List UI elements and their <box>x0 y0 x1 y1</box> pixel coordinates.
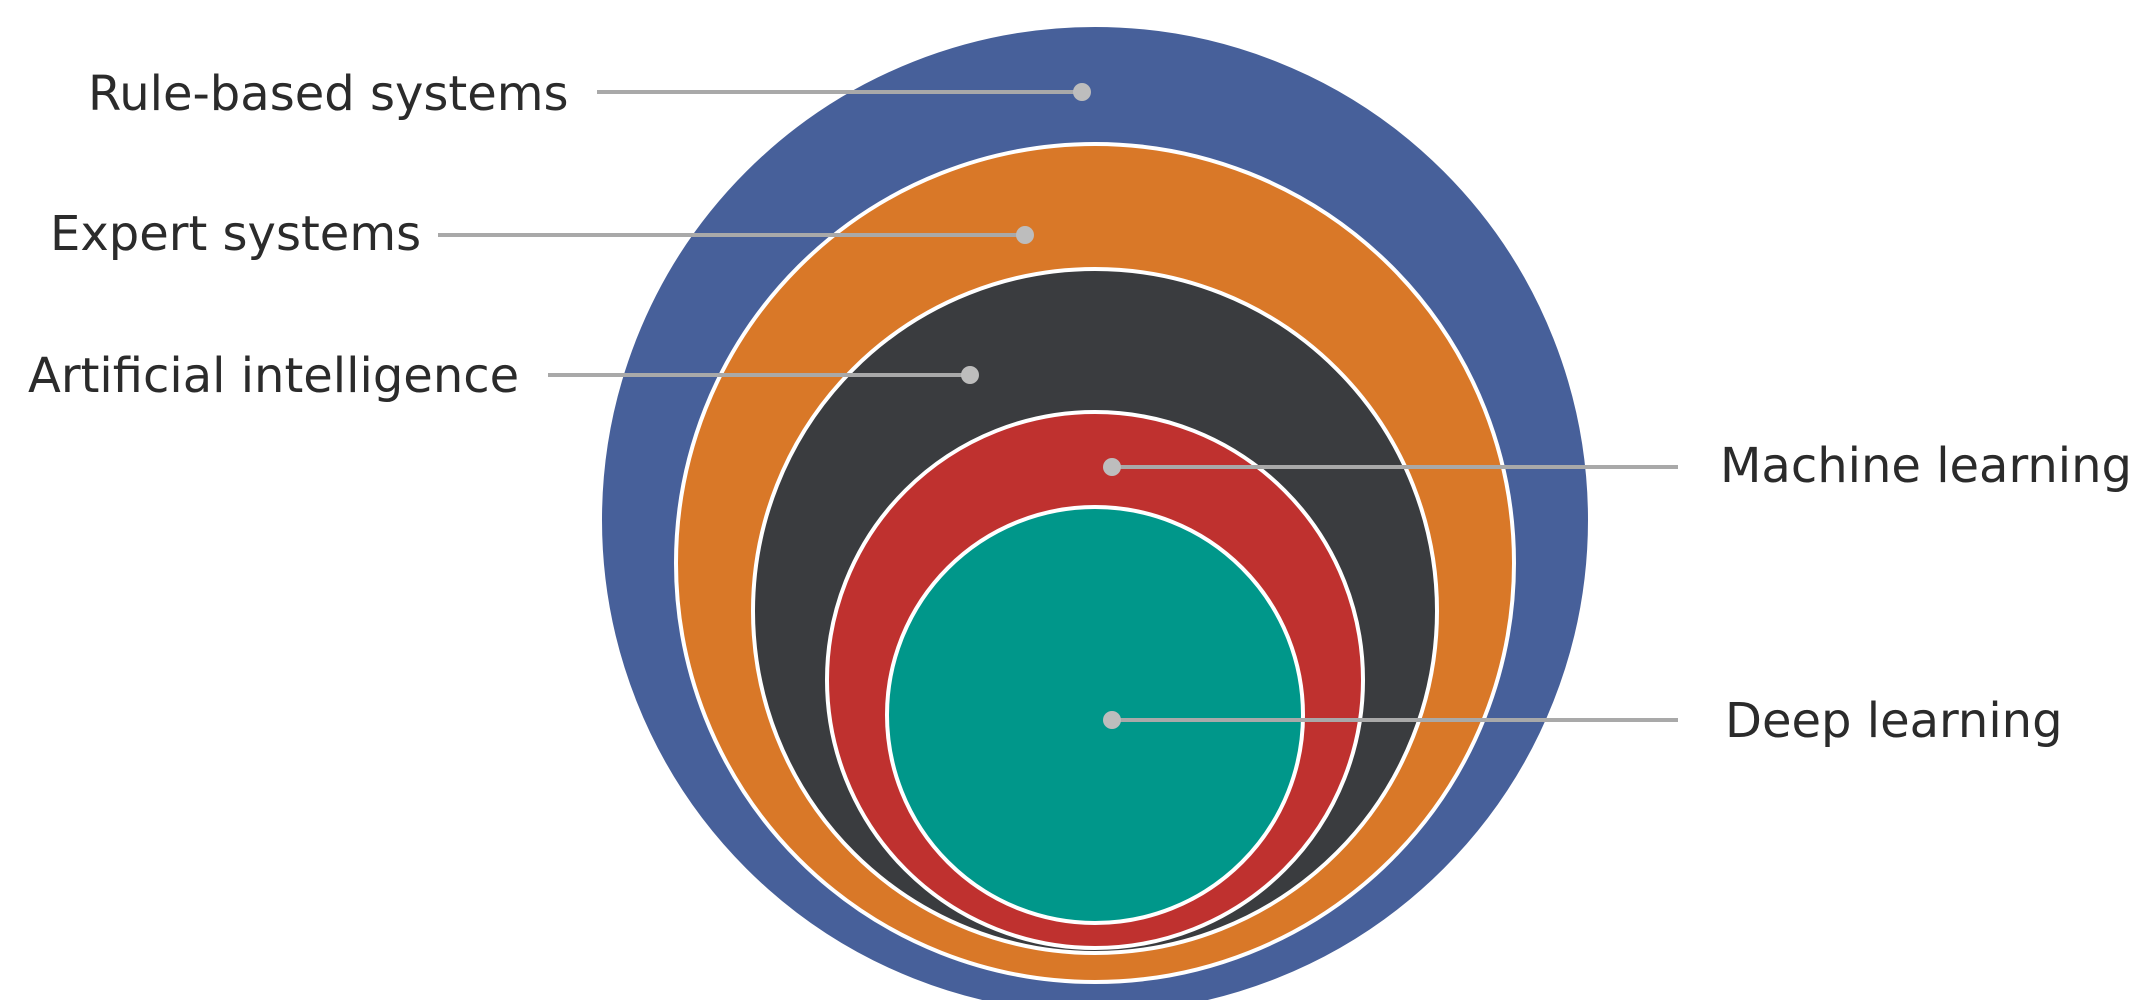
circle-deep-learning <box>885 505 1305 925</box>
leader-dot-expert-systems <box>1016 226 1034 244</box>
leader-dot-machine-learning <box>1103 458 1121 476</box>
leader-dot-rule-based-systems <box>1073 83 1091 101</box>
label-deep-learning: Deep learning <box>1725 693 2063 749</box>
leader-dot-deep-learning <box>1103 711 1121 729</box>
leader-dot-artificial-intelligence <box>961 366 979 384</box>
label-expert-systems: Expert systems <box>50 206 421 262</box>
label-rule-based-systems: Rule-based systems <box>88 66 569 122</box>
label-machine-learning: Machine learning <box>1720 438 2132 494</box>
label-artificial-intelligence: Artificial intelligence <box>28 348 519 404</box>
